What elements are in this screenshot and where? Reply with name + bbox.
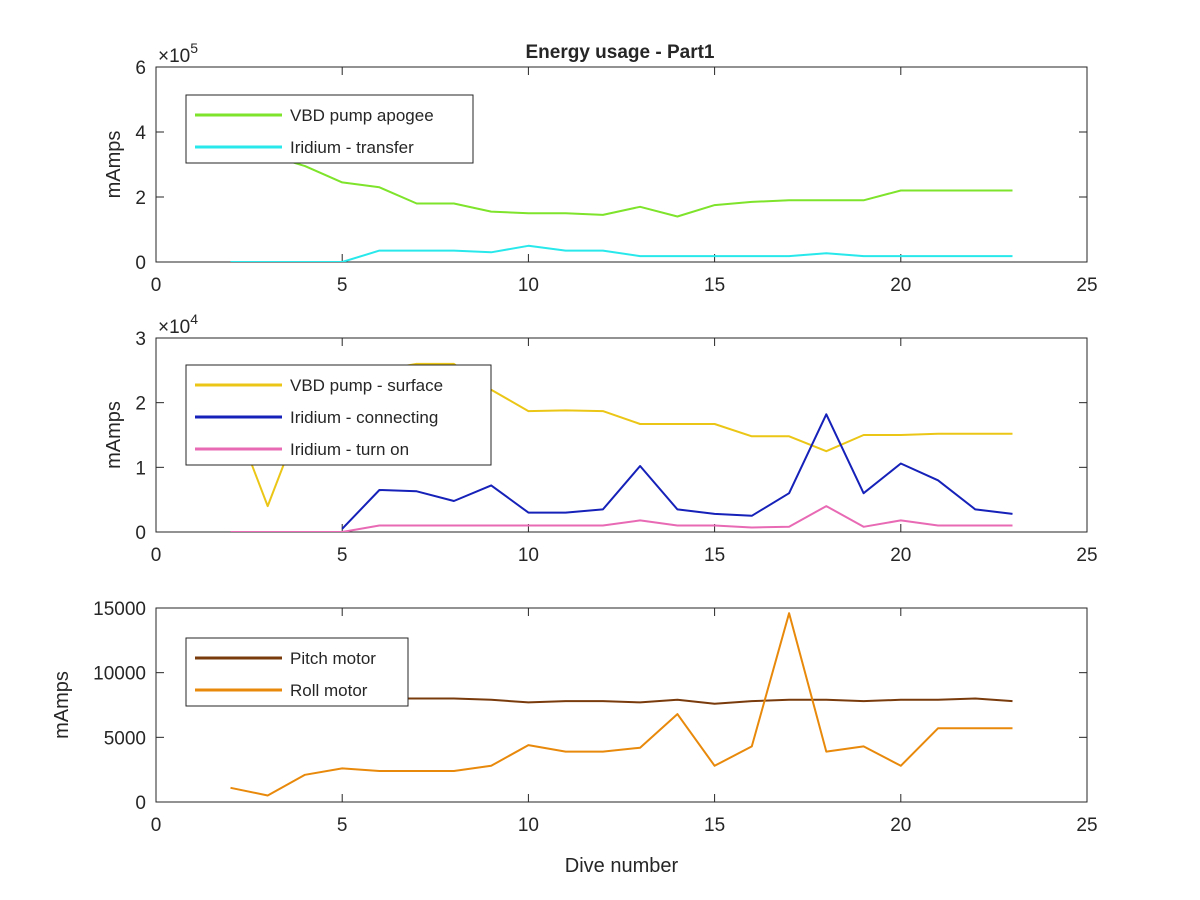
series-line-iridium-turn-on (230, 505, 1013, 532)
legend-label: VBD pump apogee (290, 106, 434, 125)
y-exponent-label: ×104 (158, 311, 198, 338)
x-tick-label: 20 (890, 545, 911, 566)
legend-label: VBD pump - surface (290, 376, 443, 395)
subplot-3: 0 5 10 15 20 25 0 5000 10000 15000 mAmps Dive numbe… (51, 599, 1098, 877)
x-tick-label: 25 (1076, 815, 1097, 836)
legend-box (185, 637, 409, 707)
y-tick-label: 10000 (93, 664, 146, 685)
legend-label: Pitch motor (290, 649, 376, 668)
legend-label: Iridium - connecting (290, 408, 438, 427)
legend-label: Iridium - turn on (290, 440, 409, 459)
x-tick-label: 25 (1076, 275, 1097, 296)
legend: Pitch motor Roll motor (185, 637, 409, 707)
exponent-base: ×10 (158, 46, 190, 67)
series-lines (230, 153, 1013, 262)
x-tick-label: 0 (151, 545, 162, 566)
legend-box (185, 94, 474, 164)
y-tick-label: 0 (135, 793, 146, 814)
y-tick-label: 1 (135, 458, 146, 479)
x-axis-label: Dive number (565, 855, 679, 877)
x-tick-label: 10 (518, 545, 539, 566)
legend: VBD pump - surface Iridium - connecting Ir… (185, 364, 492, 466)
series-line-iridium-connecting (341, 413, 1013, 530)
x-tick-label: 15 (704, 545, 725, 566)
x-tick-label: 20 (890, 275, 911, 296)
y-tick-label: 4 (135, 123, 146, 144)
y-tick-label: 3 (135, 329, 146, 350)
y-tick-label: 2 (135, 188, 146, 209)
y-axis-label: mAmps (103, 401, 125, 469)
exponent-power: 5 (190, 40, 198, 56)
series-line-roll-motor (230, 612, 1013, 797)
x-tick-label: 0 (151, 815, 162, 836)
legend: VBD pump apogee Iridium - transfer (185, 94, 474, 164)
legend-label: Roll motor (290, 681, 368, 700)
legend-label: Iridium - transfer (290, 138, 414, 157)
x-tick-label: 5 (337, 545, 348, 566)
x-tick-label: 5 (337, 275, 348, 296)
x-tick-label: 10 (518, 275, 539, 296)
x-tick-label: 10 (518, 815, 539, 836)
exponent-power: 4 (190, 311, 198, 327)
y-tick-label: 2 (135, 394, 146, 415)
y-tick-label: 5000 (104, 728, 146, 749)
x-tick-label: 15 (704, 275, 725, 296)
x-tick-label: 0 (151, 275, 162, 296)
series-line-vbd-pump-apogee (230, 153, 1013, 218)
exponent-base: ×10 (158, 317, 190, 338)
subplot-2: 0 5 10 15 20 25 0 1 2 3 ×104 mAmps VBD pump - surfac… (103, 311, 1098, 566)
y-tick-label: 6 (135, 58, 146, 79)
y-exponent-label: ×105 (158, 40, 198, 67)
figure-title: Energy usage - Part1 (525, 42, 714, 63)
y-tick-label: 15000 (93, 599, 146, 620)
x-tick-label: 20 (890, 815, 911, 836)
y-axis-label: mAmps (51, 671, 73, 739)
y-axis-label: mAmps (103, 131, 125, 199)
y-tick-label: 0 (135, 253, 146, 274)
series-line-iridium-transfer (230, 244, 1013, 262)
y-tick-label: 0 (135, 523, 146, 544)
x-tick-label: 25 (1076, 545, 1097, 566)
x-tick-label: 15 (704, 815, 725, 836)
x-tick-label: 5 (337, 815, 348, 836)
